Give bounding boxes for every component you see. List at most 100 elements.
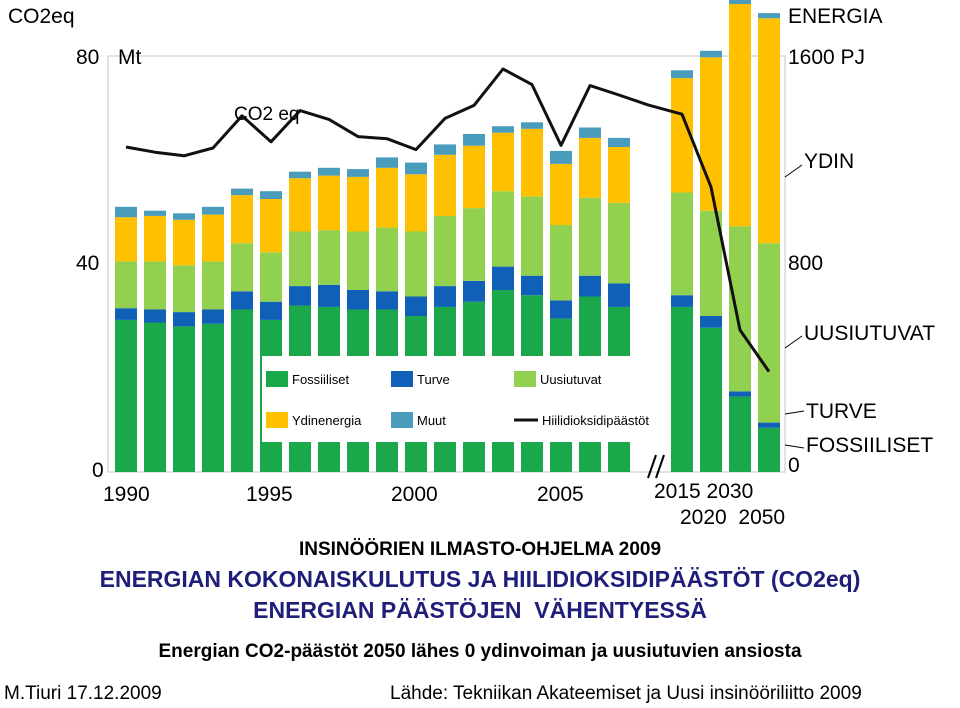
bar-uusiutuvat-1993 [202, 261, 224, 310]
bar-turve-1992 [173, 312, 195, 327]
bar-ydinenergia-2050 [758, 18, 780, 244]
bar-muut-2003 [492, 126, 514, 133]
bar-turve-2000 [405, 296, 427, 316]
x-tick-1990: 1990 [103, 483, 150, 506]
bar-muut-2005 [550, 150, 572, 164]
bar-uusiutuvat-1996 [289, 231, 311, 287]
bar-turve-1991 [144, 309, 166, 323]
bar-turve-2050 [758, 422, 780, 428]
bar-turve-1996 [289, 286, 311, 306]
bar-uusiutuvat-1991 [144, 261, 166, 310]
bar-ydinenergia-1992 [173, 219, 195, 266]
bar-ydinenergia-2001 [434, 154, 456, 216]
bar-fossiiliset-2030 [729, 396, 751, 472]
bar-muut-1998 [347, 169, 369, 177]
title-line3: ENERGIAN PÄÄSTÖJEN VÄHENTYESSÄ [253, 597, 707, 623]
bar-muut-2050 [758, 13, 780, 19]
bar-turve-2006 [579, 275, 601, 297]
bar-ydinenergia-1999 [376, 167, 398, 228]
bar-fossiiliset-2015 [671, 306, 693, 472]
legend-label-turve: Turve [417, 372, 450, 387]
bar-muut-2006 [579, 127, 601, 138]
bar-turve-2030 [729, 391, 751, 397]
right-axis-tick-800: 800 [788, 252, 824, 275]
title-line1: INSINÖÖRIEN ILMASTO-OHJELMA 2009 [298, 539, 662, 560]
left-axis-tick-40: 40 [76, 252, 100, 275]
x-tick-1995: 1995 [246, 483, 293, 506]
x-ticks-future-row2: 2020 2050 [680, 506, 786, 529]
bar-ydinenergia-1993 [202, 214, 224, 262]
footer-source: Lähde: Tekniikan Akateemiset ja Uusi ins… [390, 683, 862, 704]
bar-turve-2004 [521, 275, 543, 296]
bar-ydinenergia-2006 [579, 137, 601, 198]
bar-muut-2002 [463, 134, 485, 146]
bar-fossiiliset-1991 [144, 322, 166, 472]
bar-ydinenergia-2003 [492, 132, 514, 192]
footer-author: M.Tiuri 17.12.2009 [4, 683, 162, 704]
right-unit-header: ENERGIA [788, 5, 883, 28]
leader-fossiiliset [784, 444, 805, 449]
bar-turve-1997 [318, 284, 340, 307]
bar-uusiutuvat-2004 [521, 196, 543, 276]
bar-turve-2002 [463, 280, 485, 302]
bar-uusiutuvat-2003 [492, 191, 514, 267]
label-turve: TURVE [806, 400, 877, 423]
bar-fossiiliset-2050 [758, 427, 780, 472]
bar-turve-2005 [550, 300, 572, 319]
left-unit-header: CO2eq [8, 5, 75, 28]
legend-label-ydinenergia: Ydinenergia [292, 413, 362, 428]
leader-turve [784, 410, 805, 415]
legend-label-uusiutuvat: Uusiutuvat [540, 372, 602, 387]
bar-muut-1993 [202, 206, 224, 215]
bar-muut-2000 [405, 162, 427, 175]
bar-uusiutuvat-2000 [405, 231, 427, 297]
bar-fossiiliset-1994 [231, 309, 253, 472]
bar-ydinenergia-1998 [347, 176, 369, 232]
bar-uusiutuvat-2001 [434, 215, 456, 287]
title-line4: Energian CO2-päästöt 2050 lähes 0 ydinvo… [158, 641, 802, 662]
title-line2: ENERGIAN KOKONAISKULUTUS JA HIILIDIOKSID… [99, 566, 861, 592]
legend-swatch-fossiiliset [266, 371, 288, 387]
bar-turve-1999 [376, 291, 398, 310]
bar-muut-2007 [608, 137, 630, 147]
bar-uusiutuvat-2050 [758, 243, 780, 423]
axis-break-mark [647, 454, 657, 479]
bar-ydinenergia-1990 [115, 217, 137, 262]
bar-muut-2015 [671, 70, 693, 79]
bar-turve-1995 [260, 301, 282, 320]
bar-ydinenergia-2000 [405, 174, 427, 232]
bar-muut-1999 [376, 157, 398, 168]
label-ydin: YDIN [804, 150, 855, 173]
bar-muut-2020 [700, 50, 722, 58]
co2-emissions-line [125, 67, 771, 373]
legend-label-muut: Muut [417, 413, 446, 428]
left-unit: Mt [118, 46, 142, 69]
bar-turve-2015 [671, 295, 693, 307]
bar-muut-2004 [521, 122, 543, 129]
bar-uusiutuvat-2030 [729, 226, 751, 392]
bar-uusiutuvat-2020 [700, 210, 722, 316]
bar-turve-1993 [202, 309, 224, 324]
bar-uusiutuvat-1997 [318, 230, 340, 285]
bar-turve-2020 [700, 316, 722, 328]
bar-uusiutuvat-1992 [173, 265, 195, 313]
bar-turve-2001 [434, 286, 456, 307]
bar-ydinenergia-2005 [550, 163, 572, 225]
legend: Fossiiliset Turve Uusiutuvat Ydinenergia… [262, 356, 649, 442]
right-axis-tick-0: 0 [788, 454, 800, 477]
legend-label-co2: Hiilidioksidipäästöt [542, 413, 649, 428]
bar-turve-1994 [231, 291, 253, 310]
bar-ydinenergia-1995 [260, 199, 282, 253]
bar-muut-2030 [729, 0, 751, 4]
left-axis-tick-0: 0 [92, 459, 104, 482]
bar-uusiutuvat-1994 [231, 243, 253, 292]
bar-muut-1992 [173, 213, 195, 220]
bar-ydinenergia-2030 [729, 4, 751, 227]
bar-uusiutuvat-2005 [550, 225, 572, 301]
legend-swatch-turve [391, 371, 413, 387]
bar-uusiutuvat-1990 [115, 261, 137, 309]
left-axis-tick-80: 80 [76, 46, 100, 69]
leader-uusiutuvat [784, 335, 803, 349]
bar-ydinenergia-2015 [671, 78, 693, 193]
